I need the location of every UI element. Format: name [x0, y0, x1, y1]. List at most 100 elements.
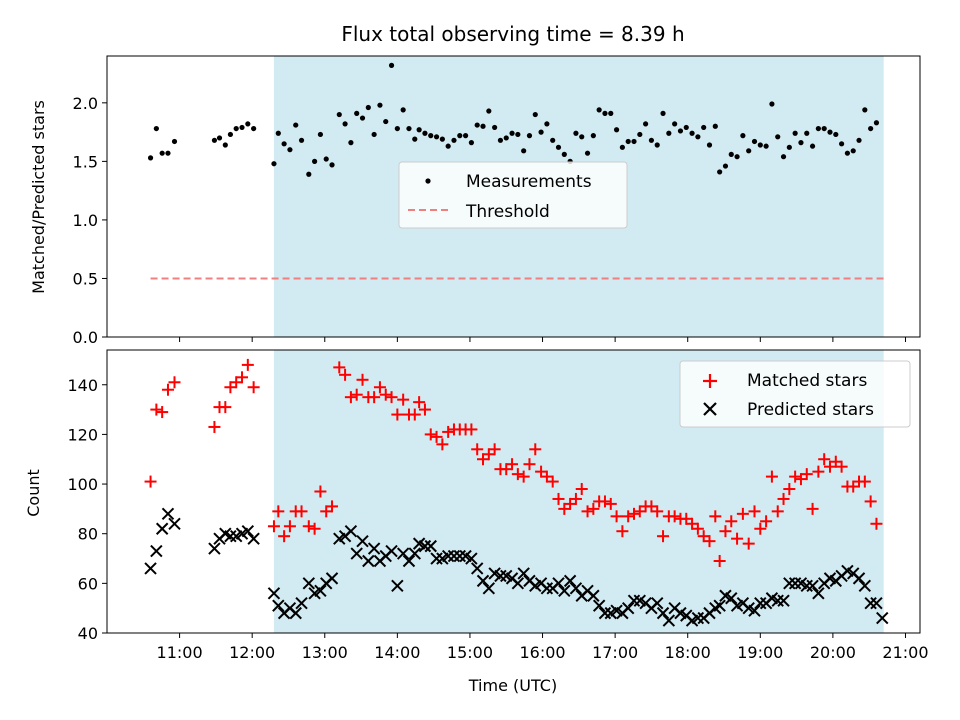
predicted-star-marker: [447, 549, 461, 563]
measurement-point: [660, 110, 666, 116]
measurement-point: [596, 107, 602, 113]
measurement-point: [468, 140, 474, 146]
measurement-point: [579, 134, 585, 140]
predicted-star-marker: [812, 587, 825, 600]
measurement-point: [474, 122, 480, 128]
matched-star-marker: [731, 532, 744, 545]
predicted-star-marker: [267, 587, 281, 600]
measurement-point: [608, 110, 614, 116]
matched-star-marker: [668, 510, 681, 523]
matched-star-marker: [703, 535, 716, 548]
measurement-point: [815, 125, 821, 132]
count-y-tick-label: 100: [67, 475, 98, 494]
measurement-point: [689, 130, 695, 136]
matched-star-marker: [864, 495, 877, 508]
matched-star-marker: [161, 383, 174, 396]
predicted-star-marker: [441, 549, 455, 563]
matched-star-marker: [719, 525, 732, 538]
predicted-star-marker: [168, 517, 181, 530]
measurement-point: [683, 124, 689, 131]
measurement-point: [497, 137, 504, 143]
measurement-point: [211, 137, 218, 143]
predicted-star-marker: [161, 507, 175, 521]
measurement-point: [354, 110, 360, 116]
measurement-point: [298, 137, 305, 143]
measurement-point: [416, 127, 422, 133]
measurement-point: [400, 107, 406, 113]
measurement-point: [573, 130, 579, 136]
count-x-tick-label: 20:00: [810, 643, 856, 662]
matched-star-marker: [610, 510, 623, 523]
matched-star-marker: [760, 515, 773, 528]
measurement-point: [383, 118, 389, 125]
matched-star-marker: [506, 458, 519, 471]
matched-star-marker: [219, 401, 232, 414]
predicted-star-marker: [391, 579, 404, 593]
predicted-star-marker: [482, 582, 496, 595]
matched-star-marker: [368, 391, 381, 404]
predicted-star-marker: [144, 562, 157, 575]
measurement-point: [451, 137, 457, 143]
matched-star-marker: [379, 388, 392, 401]
measurement-point: [281, 141, 287, 147]
predicted-star-marker: [587, 589, 600, 602]
matched-star-marker: [295, 505, 308, 518]
matched-star-marker: [418, 403, 431, 416]
measurement-point: [293, 122, 299, 128]
matched-star-marker: [339, 368, 352, 381]
predicted-star-marker: [725, 592, 738, 605]
predicted-star-marker: [783, 577, 796, 590]
measurement-point: [348, 140, 354, 146]
predicted-star-marker: [476, 574, 490, 588]
matched-star-marker: [208, 420, 221, 433]
predicted-star-marker: [344, 525, 358, 538]
matched-star-marker: [789, 470, 802, 483]
measurement-point: [275, 130, 281, 136]
matched-star-marker: [308, 522, 321, 535]
measurement-point: [751, 138, 758, 145]
measurement-point: [706, 142, 713, 148]
predicted-star-marker: [402, 554, 416, 568]
count-panel: Count Time (UTC) 40 60 80 100 120 140 11:00 12:…: [24, 349, 929, 695]
measurement-point: [786, 144, 792, 150]
measurement-point: [873, 120, 880, 126]
measurement-point: [377, 102, 383, 108]
matched-star-marker: [709, 510, 722, 523]
measurement-point: [775, 134, 781, 140]
legend-measurements-swatch: [425, 178, 431, 184]
measurement-point: [251, 125, 257, 132]
ratio-axes-frame: [106, 55, 921, 338]
matched-star-marker: [748, 505, 761, 518]
matched-star-marker: [430, 430, 443, 443]
predicted-star-marker: [396, 547, 410, 560]
predicted-star-marker: [777, 594, 790, 607]
measurement-point: [492, 124, 498, 131]
measurement-point: [365, 104, 371, 111]
measurement-point: [462, 133, 469, 139]
matched-star-marker: [870, 517, 883, 530]
matched-star-marker: [413, 396, 426, 409]
ratio-legend: Measurements Threshold: [398, 161, 628, 229]
measurement-point: [555, 144, 562, 150]
matched-star-marker: [272, 505, 285, 518]
measurement-point: [833, 131, 839, 138]
predicted-star-marker: [552, 577, 565, 590]
matched-star-marker: [569, 492, 582, 505]
legend-threshold-label: Threshold: [465, 202, 550, 222]
matched-star-marker: [651, 505, 664, 518]
measurement-point: [561, 151, 567, 157]
measurement-point: [839, 141, 845, 147]
measurement-point: [532, 111, 538, 118]
measurement-point: [821, 125, 827, 132]
ratio-panel: Flux total observing time = 8.39 h Match…: [29, 22, 921, 347]
predicted-star-marker: [465, 552, 478, 565]
measurement-point: [584, 150, 591, 156]
matched-star-marker: [144, 475, 157, 488]
matched-star-marker: [552, 492, 565, 505]
measurement-point: [394, 125, 400, 132]
measurement-point: [480, 123, 486, 129]
matched-star-marker: [742, 537, 755, 550]
matched-star-marker: [168, 376, 181, 389]
measurement-point: [666, 130, 672, 136]
